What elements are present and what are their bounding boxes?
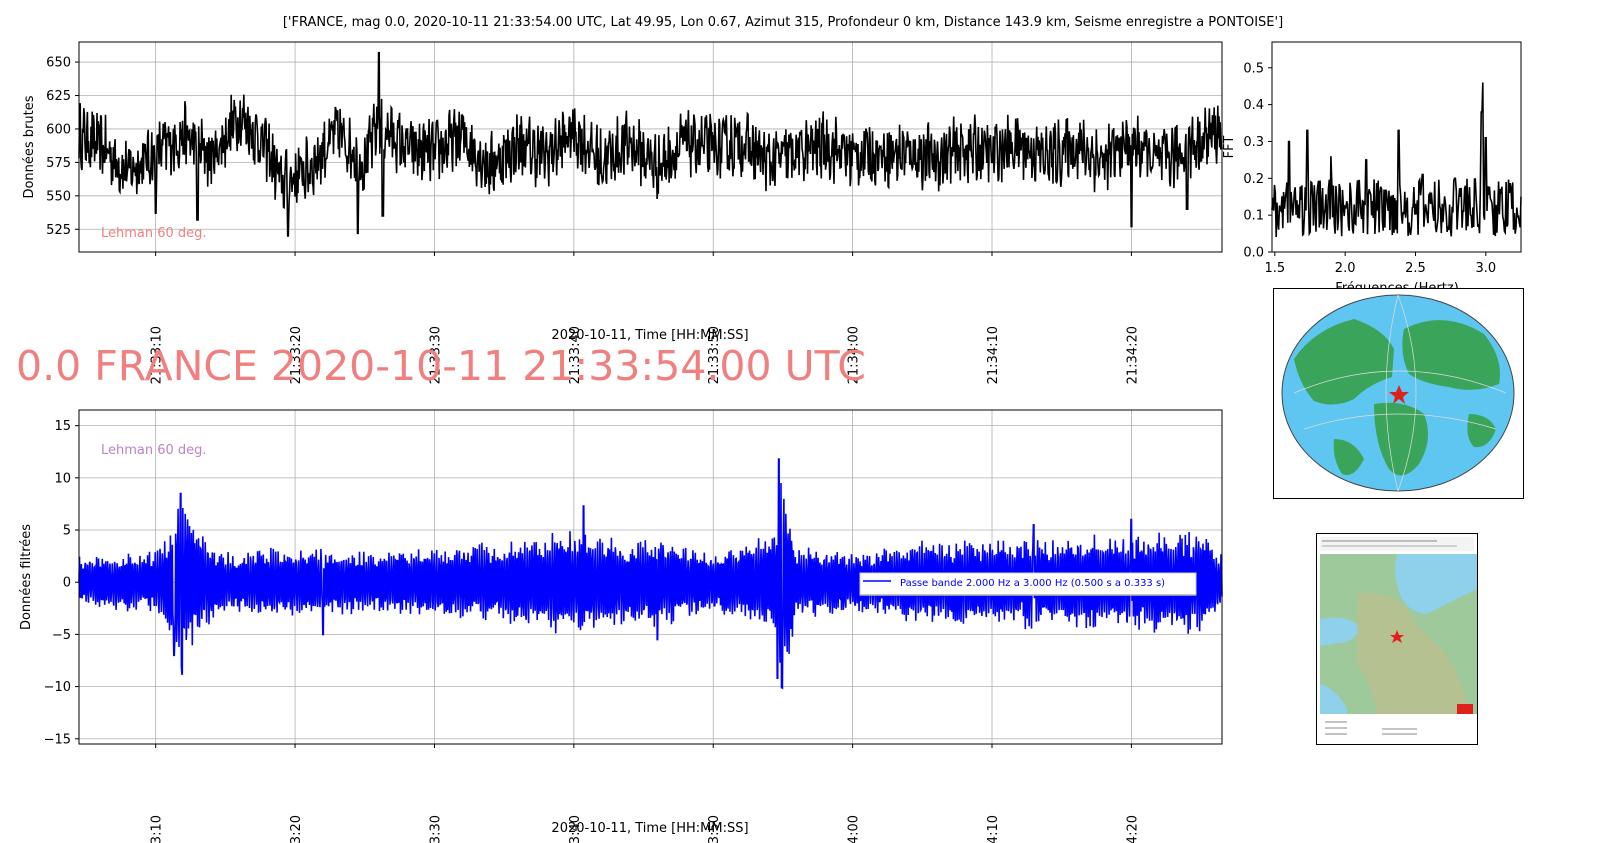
fft-y-tick-label: 0.0 (1243, 246, 1264, 261)
fft-panel: 1.52.02.53.0 0.00.10.20.30.40.5 Fréquenc… (1222, 41, 1522, 296)
raw-series-line (78, 51, 1223, 237)
fft-x-tick-label: 1.5 (1264, 261, 1285, 276)
raw-x-tick-labels: 21:33:10 21:33:20 21:33:30 21:33:40 21:33:50… (150, 252, 1140, 384)
raw-station-label: Lehman 60 deg. (101, 226, 207, 241)
globe-location-map (1273, 288, 1524, 499)
raw-x-tick-label: 21:33:50 (707, 326, 722, 384)
fft-trace (1271, 82, 1522, 238)
raw-y-tick-label: 625 (46, 89, 71, 104)
filtered-x-axis-label: 2020-10-11, Time [HH:MM:SS] (551, 821, 748, 836)
raw-y-tick-labels: 525 550 575 600 625 650 (46, 56, 79, 238)
fft-y-tick-labels: 0.0 0.1 0.2 0.3 0.4 0.5 (1243, 61, 1272, 261)
filtered-y-tick-label: −5 (52, 628, 71, 643)
filtered-series-line (78, 458, 1223, 690)
raw-y-tick-label: 600 (46, 122, 71, 137)
fft-y-tick-label: 0.5 (1243, 61, 1264, 76)
figure-title: ['FRANCE, mag 0.0, 2020-10-11 21:33:54.0… (283, 15, 1283, 30)
filtered-y-tick-labels: −15 −10 −5 0 5 10 15 (44, 419, 79, 747)
fft-y-tick-label: 0.3 (1243, 135, 1264, 150)
raw-y-tick-label: 550 (46, 189, 71, 204)
filtered-y-tick-label: 10 (54, 471, 71, 486)
raw-x-axis-label: 2020-10-11, Time [HH:MM:SS] (551, 328, 748, 343)
filtered-y-tick-label: −10 (44, 680, 71, 695)
fft-y-axis-label: FFT (1222, 136, 1237, 159)
raw-y-axis-label: Données brutes (22, 95, 37, 198)
filtered-y-axis-label: Données filtrées (19, 524, 34, 630)
fft-series-line (1271, 82, 1522, 238)
filtered-x-tick-label: 21:34:10 (986, 815, 1001, 843)
filtered-legend: Passe bande 2.000 Hz a 3.000 Hz (0.500 s… (859, 572, 1197, 596)
filtered-x-tick-label: 21:33:10 (150, 815, 165, 843)
filtered-panel: 21:33:10 21:33:20 21:33:30 21:33:40 21:33:50… (19, 409, 1223, 843)
raw-x-tick-label: 21:33:40 (568, 326, 583, 384)
raw-x-tick-label: 21:34:00 (847, 326, 862, 384)
raw-y-tick-label: 525 (46, 223, 71, 238)
raw-x-tick-label: 21:33:30 (428, 326, 443, 384)
filtered-x-tick-labels: 21:33:10 21:33:20 21:33:30 21:33:40 21:33:50… (150, 744, 1140, 843)
filtered-x-tick-label: 21:33:50 (707, 815, 722, 843)
filtered-x-tick-label: 21:34:00 (847, 815, 862, 843)
raw-x-tick-label: 21:33:10 (150, 326, 165, 384)
fft-x-tick-label: 2.0 (1335, 261, 1356, 276)
filtered-y-tick-label: 0 (63, 576, 71, 591)
filtered-x-tick-label: 21:33:30 (428, 815, 443, 843)
filtered-x-tick-label: 21:33:40 (568, 815, 583, 843)
raw-x-tick-label: 21:34:10 (986, 326, 1001, 384)
raw-trace (78, 51, 1223, 237)
fft-x-tick-labels: 1.5 2.0 2.5 3.0 (1264, 252, 1496, 276)
event-headline: 0.0 FRANCE 2020-10-11 21:33:54.00 UTC (16, 342, 866, 390)
raw-panel: 21:33:10 21:33:20 21:33:30 21:33:40 21:33:50… (22, 41, 1223, 384)
filtered-x-tick-label: 21:33:20 (289, 815, 304, 843)
filtered-x-tick-label: 21:34:20 (1125, 815, 1140, 843)
raw-y-tick-label: 650 (46, 56, 71, 71)
filtered-y-tick-label: 5 (63, 524, 71, 539)
raw-x-tick-label: 21:33:20 (289, 326, 304, 384)
fft-y-tick-label: 0.4 (1243, 98, 1264, 113)
filtered-y-tick-label: 15 (54, 419, 71, 434)
fft-y-tick-label: 0.2 (1243, 172, 1264, 187)
raw-y-tick-label: 575 (46, 156, 71, 171)
regional-map (1316, 533, 1478, 745)
raw-x-tick-label: 21:34:20 (1125, 326, 1140, 384)
filtered-station-label: Lehman 60 deg. (101, 443, 207, 458)
fft-x-tick-label: 2.5 (1405, 261, 1426, 276)
filtered-trace (78, 458, 1223, 690)
fft-y-tick-label: 0.1 (1243, 209, 1264, 224)
fft-x-tick-label: 3.0 (1475, 261, 1496, 276)
filtered-legend-label: Passe bande 2.000 Hz a 3.000 Hz (0.500 s… (900, 578, 1165, 589)
filtered-y-tick-label: −15 (44, 732, 71, 747)
